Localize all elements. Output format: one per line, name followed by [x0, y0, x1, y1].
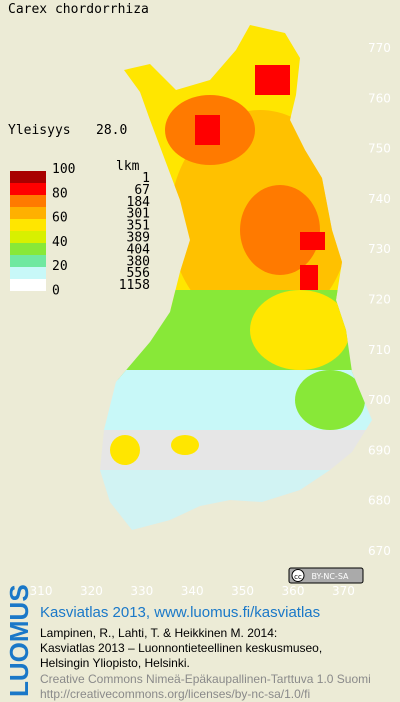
x-grid-label: 340	[181, 584, 204, 598]
count-header: lkm	[116, 159, 140, 174]
y-grid-label: 690	[368, 443, 391, 457]
legend-scale-label: 0	[52, 284, 60, 299]
x-grid-label: 370	[332, 584, 355, 598]
y-grid-label: 670	[368, 544, 391, 558]
legend-count: 184	[127, 195, 151, 210]
citation-line: Lampinen, R., Lahti, T. & Heikkinen M. 2…	[40, 626, 277, 640]
x-grid-label: 320	[80, 584, 103, 598]
legend-scale-label: 20	[52, 259, 68, 274]
x-grid-label: 360	[282, 584, 305, 598]
legend-swatch	[10, 231, 46, 243]
cc-badge: cc BY-NC-SA	[288, 567, 364, 584]
legend-count: 301	[127, 207, 150, 222]
badge-text: BY-NC-SA	[311, 572, 349, 581]
legend-swatch	[10, 267, 46, 279]
legend-scale-label: 40	[52, 235, 68, 250]
legend-count: 556	[127, 266, 150, 281]
legend-scale-label: 100	[52, 162, 75, 177]
legend-scale-label: 60	[52, 211, 68, 226]
headline: Kasviatlas 2013, www.luomus.fi/kasviatla…	[40, 604, 320, 621]
frequency-label: Yleisyys	[8, 123, 71, 138]
legend-count: 380	[127, 254, 150, 269]
logo: LUOMUS	[4, 584, 34, 697]
frequency-value: 28.0	[96, 123, 127, 138]
y-grid-label: 730	[368, 242, 391, 256]
y-grid-label: 700	[368, 393, 391, 407]
legend-swatch	[10, 255, 46, 267]
y-grid-label: 750	[368, 142, 391, 156]
legend-count: 1158	[119, 278, 150, 293]
legend-count: 351	[127, 219, 150, 234]
map	[100, 25, 372, 530]
species-name: Carex chordorrhiza	[8, 2, 149, 17]
citation-line: Helsingin Yliopisto, Helsinki.	[40, 656, 190, 670]
legend-swatch	[10, 279, 46, 291]
legend-swatch	[10, 183, 46, 195]
x-grid-label: 310	[30, 584, 53, 598]
legend-swatch	[10, 171, 46, 183]
license-line: Creative Commons Nimeä-Epäkaupallinen-Ta…	[40, 672, 371, 686]
svg-text:cc: cc	[294, 573, 302, 581]
citation-line: Kasviatlas 2013 – Luonnontieteellinen ke…	[40, 641, 322, 655]
y-grid-label: 720	[368, 293, 391, 307]
license-line: http://creativecommons.org/licenses/by-n…	[40, 687, 310, 701]
y-grid-label: 710	[368, 343, 391, 357]
legend-swatch	[10, 219, 46, 231]
y-grid-label: 740	[368, 192, 391, 206]
x-grid-label: 330	[130, 584, 153, 598]
y-grid-label: 680	[368, 494, 391, 508]
legend-count: 389	[127, 231, 150, 246]
x-grid-label: 350	[231, 584, 254, 598]
y-grid-label: 770	[368, 41, 391, 55]
legend-swatch	[10, 195, 46, 207]
legend-swatch	[10, 207, 46, 219]
legend-count: 404	[127, 242, 151, 257]
legend-swatch	[10, 243, 46, 255]
legend-scale-label: 80	[52, 186, 68, 201]
y-grid-label: 760	[368, 91, 391, 105]
legend-count: 1	[142, 171, 150, 186]
legend-count: 67	[134, 183, 150, 198]
